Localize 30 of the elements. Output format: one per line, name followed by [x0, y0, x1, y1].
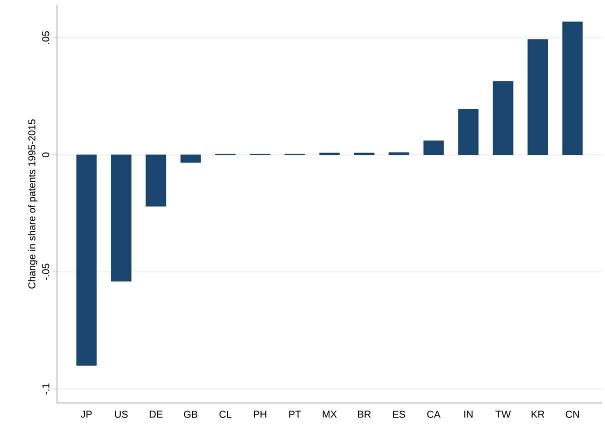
bar: [111, 154, 132, 282]
y-tick-label: 0: [42, 152, 50, 158]
bar: [492, 81, 514, 156]
x-tick-label: GB: [184, 410, 198, 418]
x-tick-label: KR: [532, 410, 544, 418]
x-tick-label: MX: [322, 410, 337, 418]
y-tick-label: -.1: [42, 384, 50, 394]
x-tick-label: JP: [80, 410, 92, 418]
x-tick-label: BR: [358, 410, 371, 418]
bar: [146, 154, 166, 207]
x-tick-label: PH: [254, 410, 266, 418]
x-tick-label: US: [115, 410, 128, 418]
x-tick-label: IN: [464, 410, 473, 418]
x-tick-label: CL: [219, 410, 232, 418]
x-tick-label: TW: [496, 410, 511, 418]
x-tick-label: CA: [427, 410, 441, 418]
bar: [562, 22, 583, 156]
x-tick-label: PT: [289, 410, 301, 418]
x-tick-label: ES: [393, 410, 406, 418]
bar: [388, 152, 410, 156]
bar: [458, 108, 479, 156]
bar: [423, 140, 444, 156]
y-tick-label: -.05: [42, 264, 50, 280]
x-tick-label: CN: [566, 410, 579, 418]
bar: [180, 154, 201, 163]
x-tick-label: DE: [150, 410, 162, 418]
bar: [528, 39, 548, 156]
bar: [76, 154, 97, 366]
y-tick-label: .05: [42, 31, 50, 44]
y-axis-title: Change in share of patents 1995-2015: [28, 119, 38, 289]
